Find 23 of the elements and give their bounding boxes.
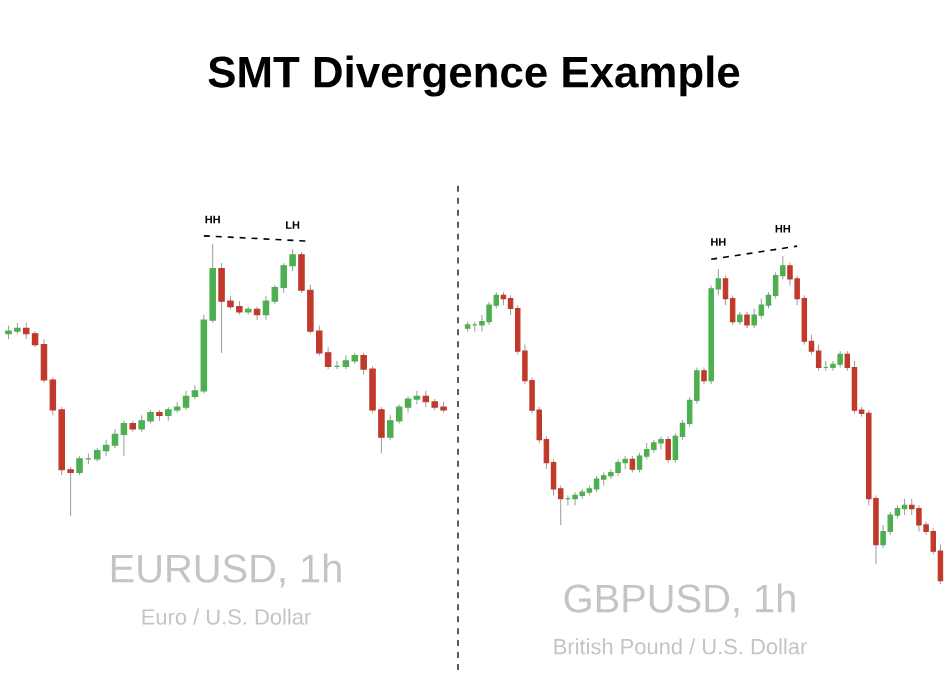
candlestick — [111, 428, 119, 449]
candlestick — [120, 420, 128, 457]
candlestick — [758, 298, 765, 319]
candlestick — [851, 360, 858, 414]
candlestick — [751, 307, 757, 329]
candlestick — [665, 435, 671, 464]
candlestick — [262, 295, 270, 321]
candlestick — [387, 414, 394, 441]
candlestick — [413, 390, 421, 405]
text: GBPUSD, 1h — [564, 583, 795, 618]
candlestick — [572, 491, 578, 506]
text: Euro / U.S. Dollar — [142, 608, 311, 625]
candlestick — [658, 435, 664, 451]
text: EURUSD, 1h — [111, 553, 341, 588]
candlestick — [815, 344, 822, 372]
candlestick — [76, 455, 83, 476]
text: British Pound / U.S. Dollar — [554, 638, 807, 655]
candlestick — [772, 271, 779, 300]
candlestick — [182, 390, 190, 411]
candlestick — [916, 504, 922, 533]
candlestick — [636, 452, 643, 473]
chart-title: SMT Divergence Example — [208, 55, 740, 97]
candlestick — [486, 301, 492, 326]
